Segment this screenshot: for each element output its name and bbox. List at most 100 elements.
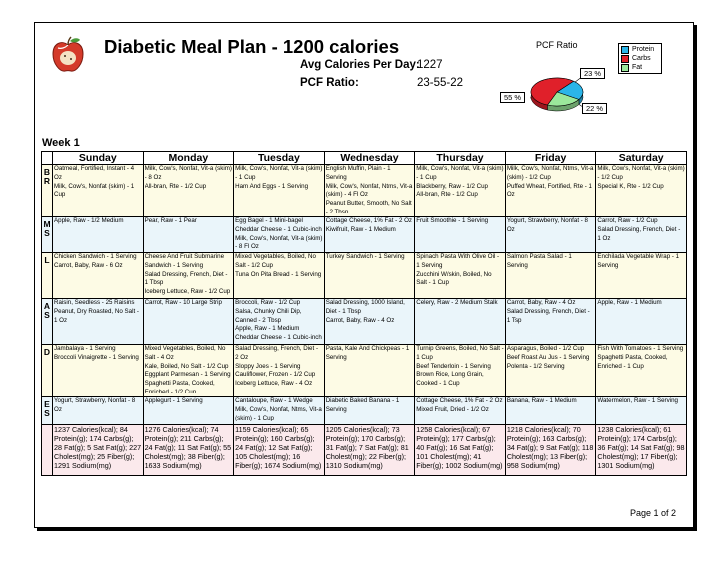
food-item: Milk, Cow's, Nonfat (skim) - 1 Cup <box>54 182 135 199</box>
food-item: Spaghetti Pasta, Cooked, Enriched - 1/2 … <box>144 380 215 393</box>
food-item: Asparagus, Boiled - 1/2 Cup <box>506 345 585 353</box>
food-item: All-bran, Rte - 1/2 Cup <box>416 191 478 199</box>
meal-cell-monday: Carrot, Raw - 10 Large Strip <box>142 298 235 345</box>
carbs-percent-label: 55 % <box>500 92 526 103</box>
totals-code-cell <box>41 424 53 476</box>
meal-cell-wednesday: Diabetic Baked Banana - 1 Serving <box>323 396 416 425</box>
avg-calories-value: 1227 <box>417 59 443 71</box>
food-item: Applegurt - 1 Serving <box>144 397 203 405</box>
food-item: Mixed Fruit, Dried - 1/2 Oz <box>416 405 489 413</box>
daily-total-wednesday: 1205 Calories(kcal); 73 Protein(g); 170 … <box>323 424 416 476</box>
food-item: Enchilada Vegetable Wrap - 1 Serving <box>597 253 680 269</box>
meal-cell-thursday: Milk, Cow's, Nonfat, Vit-a (skim) - 1 Cu… <box>414 164 506 217</box>
food-item: Eggplant Parmesan - 1 Serving <box>144 371 231 379</box>
food-item: Tuna On Pita Bread - 1 Serving <box>235 270 322 278</box>
day-header-wednesday: Wednesday <box>323 151 416 165</box>
meal-code-letter: M <box>43 219 51 229</box>
food-item: Salad Dressing, French, Diet - 1 Tbsp <box>144 270 228 287</box>
daily-total-thursday: 1258 Calories(kcal); 67 Protein(g); 177 … <box>414 424 506 476</box>
avg-calories-label: Avg Calories Per Day: <box>300 59 420 71</box>
dinner-row: D Jambalaya - 1 Serving Broccoli Vinaigret… <box>41 344 687 397</box>
meal-cell-friday: Banana, Raw - 1 Medium <box>504 396 597 425</box>
carbs-swatch <box>621 54 629 63</box>
food-item: Kiwifruit, Raw - 1 Medium <box>325 225 396 233</box>
food-item: Milk, Cow's, Nonfat, Ntms, Vit-a (skim) … <box>506 165 594 181</box>
food-item: Carrot, Baby, Raw - 4 Oz <box>325 316 395 324</box>
food-item: All-bran, Rte - 1/2 Cup <box>144 182 207 190</box>
food-item: Raisin, Seedless - 25 Raisins <box>54 299 135 307</box>
food-item: Celery, Raw - 2 Medium Stalk <box>416 299 498 307</box>
meal-cell-sunday: Oatmeal, Fortified, Instant - 4 Oz Milk, … <box>52 164 144 217</box>
nutrition-summary: 1238 Calories(kcal); 61 Protein(g); 174 … <box>597 425 685 471</box>
food-item: Chicken Sandwich - 1 Serving <box>54 253 137 261</box>
meal-cell-saturday: Apple, Raw - 1 Medium <box>595 298 687 345</box>
food-item: Spinach Pasta With Olive Oil - 1 Serving <box>416 253 500 269</box>
food-item: Mixed Vegetables, Boiled, No Salt - 1/2 … <box>235 253 316 269</box>
meal-cell-friday: Milk, Cow's, Nonfat, Ntms, Vit-a (skim) … <box>504 164 597 217</box>
meal-code: L <box>41 252 53 299</box>
nutrition-summary: 1159 Calories(kcal); 65 Protein(g); 160 … <box>235 425 322 471</box>
nutrition-summary: 1258 Calories(kcal); 67 Protein(g); 177 … <box>416 425 503 471</box>
pie-slice-carbs <box>530 77 575 106</box>
meal-cell-sunday: Apple, Raw - 1/2 Medium <box>52 216 144 253</box>
meal-cell-friday: Carrot, Baby, Raw - 4 Oz Salad Dressing, … <box>504 298 597 345</box>
meal-cell-tuesday: Milk, Cow's, Nonfat, Vit-a (skim) - 1 Cu… <box>233 164 325 217</box>
food-item: Banana, Raw - 1 Medium <box>506 397 577 405</box>
meal-cell-monday: Applegurt - 1 Serving <box>142 396 235 425</box>
food-item: Salmon Pasta Salad - 1 Serving <box>506 253 572 269</box>
meal-plan-table: Sunday Monday Tuesday Wednesday Thursday… <box>41 151 687 476</box>
meal-cell-tuesday: Mixed Vegetables, Boiled, No Salt - 1/2 … <box>233 252 325 299</box>
meal-code-letter: S <box>44 310 50 320</box>
food-item: Apple, Raw - 1 Medium <box>597 299 662 307</box>
food-item: Pasta, Kale And Chickpeas - 1 Serving <box>325 345 410 361</box>
daily-total-saturday: 1238 Calories(kcal); 61 Protein(g); 174 … <box>595 424 687 476</box>
meal-cell-thursday: Cottage Cheese, 1% Fat - 2 Oz Mixed Fruit… <box>414 396 506 425</box>
food-item: Puffed Wheat, Fortified, Rte - 1 Oz <box>506 182 592 199</box>
food-item: Milk, Cow's, Nonfat, Vit-a (skim) - 8 Fl… <box>235 234 323 249</box>
evening-snack-row: E S Yogurt, Strawberry, Nonfat - 8 Oz Apple… <box>41 396 687 425</box>
nutrition-summary: 1218 Calories(kcal); 70 Protein(g); 163 … <box>506 425 594 471</box>
legend-label-protein: Protein <box>632 46 655 53</box>
pie-slice-protein <box>556 80 584 100</box>
morning-snack-row: M S Apple, Raw - 1/2 Medium Pear, Raw - 1 P… <box>41 216 687 253</box>
food-item: Salad Dressing, French, Diet - 1 Oz <box>597 225 681 242</box>
meal-code-letter: E <box>44 399 50 409</box>
meal-code-letter: L <box>44 255 50 265</box>
food-item: Salad Dressing, French, Diet - 2 Oz <box>235 345 319 361</box>
food-item: English Muffin, Plain - 1 Serving <box>325 165 391 181</box>
daily-total-tuesday: 1159 Calories(kcal); 65 Protein(g); 160 … <box>233 424 325 476</box>
food-item: Egg Bagel - 1 Mini-bagel <box>235 217 303 225</box>
legend-item-fat: Fat <box>621 63 659 72</box>
meal-code-letter: S <box>44 408 50 418</box>
pcf-ratio-label: PCF Ratio: <box>300 77 359 89</box>
food-item: Zucchini W/skin, Boiled, No Salt - 1 Cup <box>416 270 492 287</box>
food-item: Iceberg Lettuce, Raw - 1/2 Cup <box>144 288 231 295</box>
pcf-pie-chart <box>490 54 620 124</box>
meal-cell-friday: Yogurt, Strawberry, Nonfat - 8 Oz <box>504 216 597 253</box>
food-item: Milk, Cow's, Nonfat, Vit-a (skim) - 1 Cu… <box>416 165 504 181</box>
food-item: Broccoli, Raw - 1/2 Cup <box>235 299 301 307</box>
meal-code-letter: A <box>43 301 51 311</box>
meal-cell-monday: Milk, Cow's, Nonfat, Vit-a (skim) - 8 Oz… <box>142 164 235 217</box>
meal-cell-friday: Asparagus, Boiled - 1/2 Cup Beef Roast Au… <box>504 344 597 397</box>
meal-cell-wednesday: Turkey Sandwich - 1 Serving <box>323 252 416 299</box>
daily-totals-row: 1237 Calories(kcal); 84 Protein(g); 174 … <box>41 424 687 476</box>
food-item: Carrot, Raw - 1/2 Cup <box>597 217 658 225</box>
meal-code-header <box>41 151 53 165</box>
meal-cell-thursday: Celery, Raw - 2 Medium Stalk <box>414 298 506 345</box>
week-label: Week 1 <box>42 137 80 149</box>
meal-cell-monday: Mixed Vegetables, Boiled, No Salt - 4 Oz… <box>142 344 235 397</box>
apple-logo-icon <box>50 36 86 74</box>
pie-slice-fat <box>546 91 580 107</box>
food-item: Turnip Greens, Boiled, No Salt - 1 Cup <box>416 345 504 361</box>
meal-cell-thursday: Fruit Smoothie - 1 Serving <box>414 216 506 253</box>
food-item: Spaghetti Pasta, Cooked, Enriched - 1 Cu… <box>597 353 668 370</box>
meal-cell-wednesday: Pasta, Kale And Chickpeas - 1 Serving <box>323 344 416 397</box>
food-item: Milk, Cow's, Nonfat, Ntms, Vit-a (skim) … <box>235 405 322 421</box>
meal-code-letter: S <box>44 228 50 238</box>
meal-cell-sunday: Chicken Sandwich - 1 Serving Carrot, Baby… <box>52 252 144 299</box>
food-item: Salsa, Chunky Chili Dip, Canned - 2 Tbsp <box>235 307 302 324</box>
